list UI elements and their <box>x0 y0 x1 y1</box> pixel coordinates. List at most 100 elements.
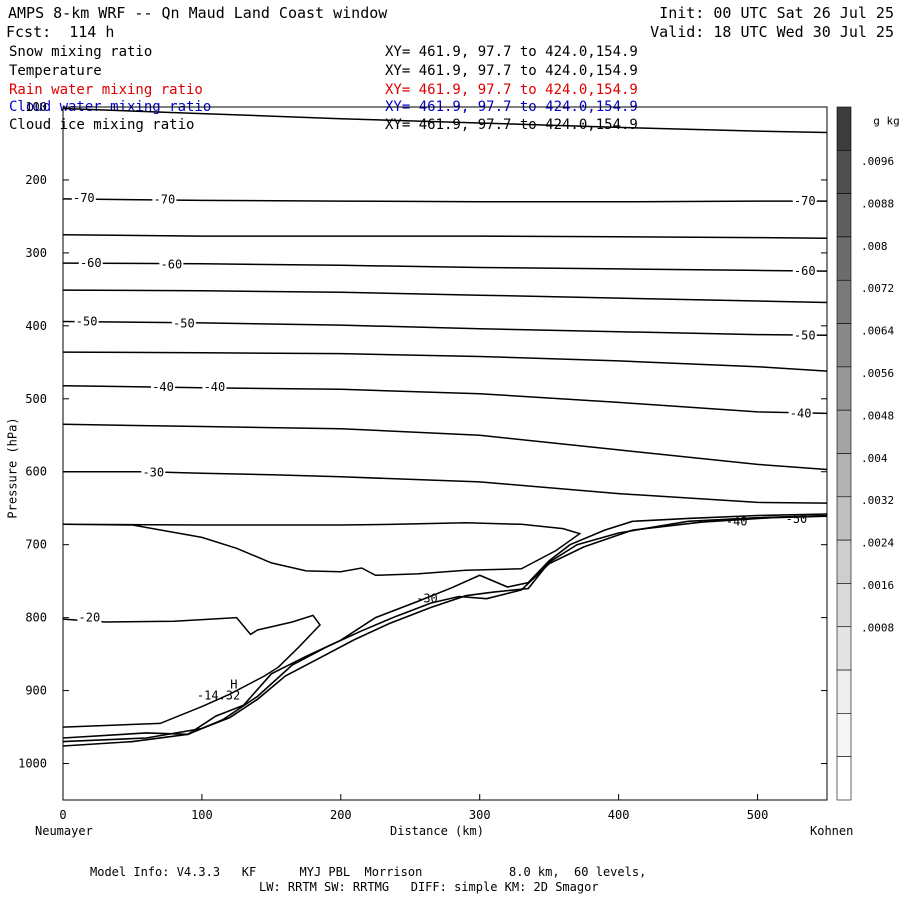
plot-annotation: H <box>230 678 237 692</box>
colorbar-swatch <box>836 150 852 194</box>
plot-annotation: -40 <box>726 514 748 528</box>
colorbar-tick-label: .0032 <box>861 494 894 507</box>
colorbar-tick-label: .0088 <box>861 197 894 210</box>
field-name-snow: Snow mixing ratio <box>9 44 153 60</box>
colorbar-swatch <box>836 583 852 628</box>
colorbar-tick-label: .0064 <box>861 325 894 338</box>
y-tick-label: 800 <box>25 611 47 625</box>
temperature-contour <box>62 262 828 272</box>
terrain-contour <box>62 513 828 739</box>
x-axis-label: Distance (km) <box>390 824 484 838</box>
colorbar-tick-label: .0048 <box>861 409 894 422</box>
y-tick-label: 900 <box>25 684 47 698</box>
x-tick-label: 300 <box>469 808 491 822</box>
contour-label-bg <box>141 465 166 479</box>
temperature-contour <box>62 614 321 728</box>
x-tick-label: 0 <box>59 808 66 822</box>
contour-label: -50 <box>76 314 98 328</box>
model-info-line2: LW: RRTM SW: RRTMG DIFF: simple KM: 2D S… <box>259 880 599 894</box>
x-tick-label: 100 <box>191 808 213 822</box>
contour-label-bg <box>788 406 813 420</box>
colorbar-swatch <box>836 409 852 454</box>
temperature-contour <box>62 107 828 134</box>
field-xy-temperature: XY= 461.9, 97.7 to 424.0,154.9 <box>385 63 638 79</box>
colorbar-swatch <box>836 279 852 324</box>
contour-label-bg <box>171 316 196 330</box>
temperature-contour <box>62 233 828 240</box>
temperature-contour <box>62 384 828 415</box>
colorbar-swatch <box>836 106 852 151</box>
colorbar-tick-label: .0072 <box>861 282 894 295</box>
y-tick-label: 1000 <box>18 757 47 771</box>
temperature-contour <box>63 470 828 504</box>
y-tick-label: 600 <box>25 465 47 479</box>
contour-label-bg <box>152 192 177 206</box>
colorbar-swatch <box>836 193 852 238</box>
y-tick-label: 500 <box>25 392 47 406</box>
contour-label: -70 <box>154 193 176 207</box>
contour-label-bg <box>792 328 817 342</box>
temperature-contour <box>62 289 828 304</box>
contour-label: -40 <box>204 380 226 394</box>
y-tick-label: 700 <box>25 538 47 552</box>
contour-label-bg <box>151 380 176 394</box>
colorbar-swatch <box>836 496 852 541</box>
colorbar-unit-base: g kg <box>873 114 900 128</box>
x-right-endpoint: Kohnen <box>810 824 854 838</box>
field-xy-snow: XY= 461.9, 97.7 to 424.0,154.9 <box>385 44 638 60</box>
field-name-rain: Rain water mixing ratio <box>9 82 203 98</box>
colorbar-tick-label: .008 <box>861 240 888 253</box>
contour-label-bg <box>792 264 817 278</box>
contour-label-bg <box>792 194 817 208</box>
colorbar-swatch <box>836 756 852 801</box>
contour-label: -40 <box>790 406 812 420</box>
temperature-contour <box>62 320 828 337</box>
contour-label: -30 <box>142 465 164 479</box>
colorbar-tick-label: .0008 <box>861 621 894 634</box>
y-tick-label: 300 <box>25 246 47 260</box>
terrain-contour <box>62 514 828 743</box>
contour-label: -50 <box>794 328 816 342</box>
valid-time: Valid: 18 UTC Wed 30 Jul 25 <box>650 23 894 41</box>
x-tick-label: 500 <box>747 808 769 822</box>
model-info-line1: Model Info: V4.3.3 KF MYJ PBL Morrison 8… <box>90 865 647 879</box>
colorbar-swatch <box>836 366 852 411</box>
plot-frame <box>62 106 828 801</box>
y-tick-label: 200 <box>25 173 47 187</box>
colorbar-tick-label: .0056 <box>861 367 894 380</box>
y-axis-label: Pressure (hPa) <box>5 417 20 519</box>
colorbar-swatch <box>836 323 852 368</box>
colorbar-tick-label: .004 <box>861 452 888 465</box>
plot-annotation: -30 <box>416 592 438 606</box>
forecast-hour: Fcst: 114 h <box>6 23 115 41</box>
colorbar-swatch <box>836 626 852 671</box>
plot-annotation: -14.32 <box>197 689 240 703</box>
contour-label-bg <box>202 380 227 394</box>
colorbar-swatch <box>836 453 852 498</box>
contour-label-bg <box>77 610 102 624</box>
temperature-contour <box>62 351 828 372</box>
colorbar-swatch <box>836 539 852 584</box>
colorbar-tick-label: .0016 <box>861 579 894 592</box>
colorbar-swatch <box>836 669 852 714</box>
contour-label: -60 <box>161 258 183 272</box>
colorbar-swatch <box>836 236 852 281</box>
contour-label: -60 <box>80 256 102 270</box>
colorbar-swatch <box>836 713 852 757</box>
contour-label-bg <box>74 314 99 328</box>
temperature-contour <box>62 423 828 471</box>
contour-label: -70 <box>794 194 816 208</box>
field-xy-rain: XY= 461.9, 97.7 to 424.0,154.9 <box>385 82 638 98</box>
temperature-contour <box>62 522 582 577</box>
contour-label: -70 <box>73 191 95 205</box>
field-name-cloud-ice: Cloud ice mixing ratio <box>9 117 195 133</box>
colorbar-tick-label: .0096 <box>861 155 894 168</box>
contour-label-bg <box>71 191 96 205</box>
x-tick-label: 200 <box>330 808 352 822</box>
plot-annotation: -50 <box>786 512 808 526</box>
contour-label-bg <box>159 257 184 271</box>
contour-label: -50 <box>173 317 195 331</box>
colorbar-tick-label: .0024 <box>861 537 894 550</box>
y-tick-label: 100 <box>25 100 47 114</box>
